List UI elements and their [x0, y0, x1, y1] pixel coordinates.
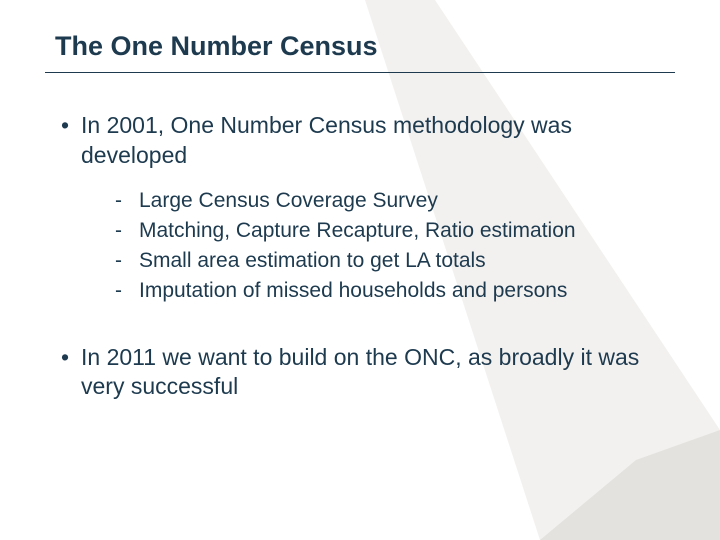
sub-bullet-text: Imputation of missed households and pers…: [139, 278, 665, 305]
sub-bullet-list: - Large Census Coverage Survey - Matchin…: [115, 188, 665, 305]
slide: The One Number Census • In 2001, One Num…: [0, 0, 720, 540]
sub-bullet-marker: -: [115, 248, 139, 275]
bullet-item: • In 2011 we want to build on the ONC, a…: [55, 343, 665, 402]
sub-bullet-item: - Matching, Capture Recapture, Ratio est…: [115, 218, 665, 245]
sub-bullet-item: - Small area estimation to get LA totals: [115, 248, 665, 275]
bullet-marker: •: [61, 111, 81, 140]
slide-content: • In 2001, One Number Census methodology…: [55, 111, 665, 401]
sub-bullet-text: Matching, Capture Recapture, Ratio estim…: [139, 218, 665, 245]
bullet-text: In 2011 we want to build on the ONC, as …: [81, 343, 665, 402]
sub-bullet-marker: -: [115, 188, 139, 215]
sub-bullet-marker: -: [115, 218, 139, 245]
sub-bullet-text: Small area estimation to get LA totals: [139, 248, 665, 275]
sub-bullet-item: - Imputation of missed households and pe…: [115, 278, 665, 305]
bullet-item: • In 2001, One Number Census methodology…: [55, 111, 665, 170]
slide-title: The One Number Census: [55, 30, 665, 62]
sub-bullet-marker: -: [115, 278, 139, 305]
bullet-text: In 2001, One Number Census methodology w…: [81, 111, 665, 170]
bullet-marker: •: [61, 343, 81, 372]
sub-bullet-item: - Large Census Coverage Survey: [115, 188, 665, 215]
sub-bullet-text: Large Census Coverage Survey: [139, 188, 665, 215]
title-underline: [45, 72, 675, 73]
